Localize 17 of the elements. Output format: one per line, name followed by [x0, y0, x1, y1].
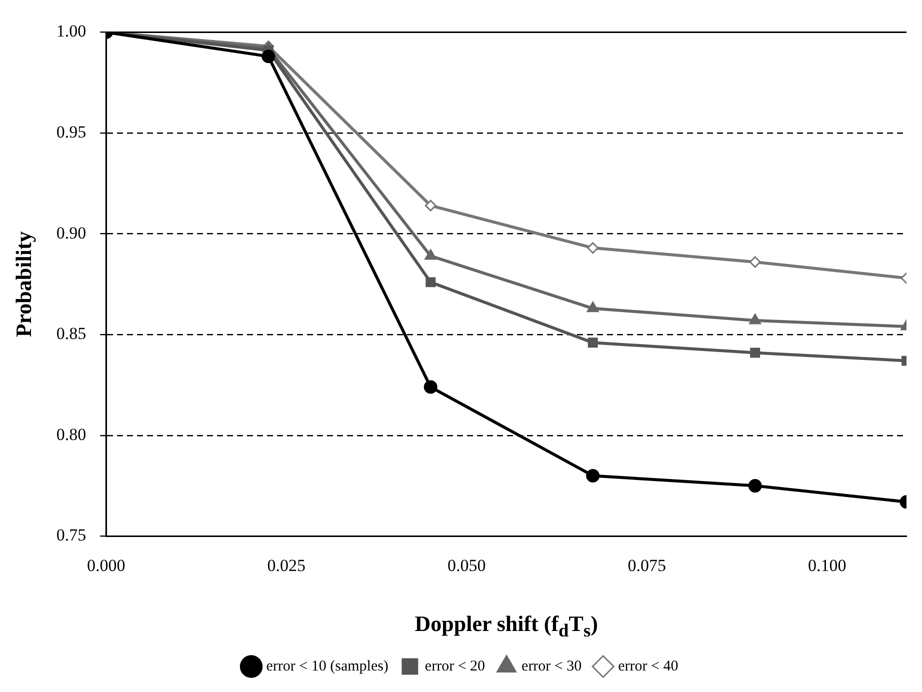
y-tick-label: 1.00 [56, 22, 86, 41]
legend-label: error < 20 [424, 658, 486, 674]
x-axis-title: Doppler shift (f$_{d}$T$_{s}$) [414, 611, 598, 642]
legend-label: error < 40 [618, 658, 678, 674]
y-tick-label: 0.90 [56, 223, 86, 242]
legend-label: error < 10 (samples) [266, 658, 388, 674]
x-tick-label: 0.100 [808, 556, 846, 575]
y-tick-label: 0.95 [56, 122, 86, 142]
x-tick-label: 0.025 [267, 556, 306, 575]
x-tick-label: 0.075 [628, 556, 666, 575]
y-tick-label: 0.85 [56, 324, 86, 344]
x-tick-label: 0.050 [448, 556, 486, 575]
y-tick-label: 0.75 [56, 526, 86, 545]
y-tick-label: 0.80 [56, 424, 86, 444]
y-axis-title: Probability [10, 231, 36, 338]
legend-label: error < 30 [522, 658, 582, 674]
x-tick-label: 0.000 [87, 556, 126, 575]
